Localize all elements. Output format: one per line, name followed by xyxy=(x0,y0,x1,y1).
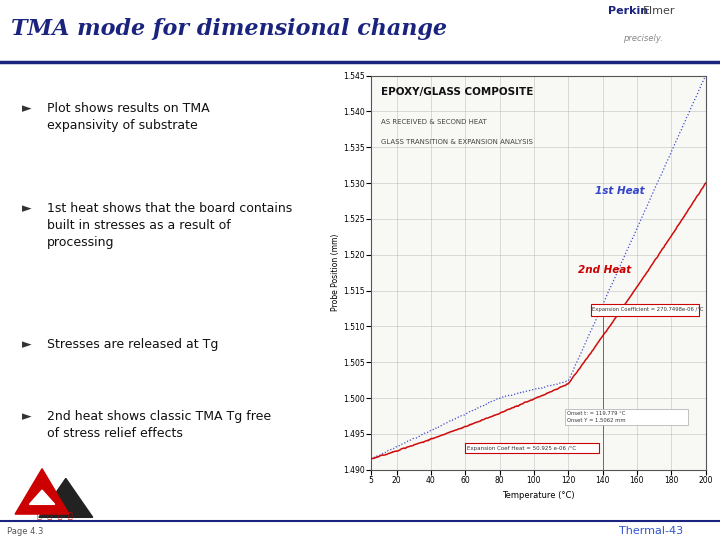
Text: 1st heat shows that the board contains
built in stresses as a result of
processi: 1st heat shows that the board contains b… xyxy=(47,202,292,249)
Text: 博  精  仪  器: 博 精 仪 器 xyxy=(37,511,73,521)
Text: ►: ► xyxy=(22,202,31,215)
Polygon shape xyxy=(30,490,55,504)
Text: Expansion Coefficient = 270.7498e-06 /°C: Expansion Coefficient = 270.7498e-06 /°C xyxy=(593,307,703,313)
Bar xyxy=(564,409,688,426)
Text: EPOXY/GLASS COMPOSITE: EPOXY/GLASS COMPOSITE xyxy=(381,87,534,97)
Text: TMA mode for dimensional change: TMA mode for dimensional change xyxy=(11,18,447,40)
Polygon shape xyxy=(15,469,69,514)
Text: Perkin: Perkin xyxy=(608,6,649,17)
Text: ►: ► xyxy=(22,338,31,351)
Text: Stresses are released at Tg: Stresses are released at Tg xyxy=(47,338,218,351)
Text: Thermal-43: Thermal-43 xyxy=(619,526,683,537)
Bar xyxy=(590,304,698,316)
Text: Expansion Coef Heat = 50.925 e-06 /°C: Expansion Coef Heat = 50.925 e-06 /°C xyxy=(467,446,576,451)
Text: 2nd Heat: 2nd Heat xyxy=(578,265,631,275)
Text: Page 4.3: Page 4.3 xyxy=(7,527,44,536)
X-axis label: Temperature (°C): Temperature (°C) xyxy=(502,491,575,500)
Polygon shape xyxy=(39,478,93,517)
Text: AS RECEIVED & SECOND HEAT: AS RECEIVED & SECOND HEAT xyxy=(381,119,487,125)
Text: 2nd heat shows classic TMA Tg free
of stress relief effects: 2nd heat shows classic TMA Tg free of st… xyxy=(47,410,271,440)
Text: Onset t: = 119.779 °C
Onset Y = 1.5062 mm: Onset t: = 119.779 °C Onset Y = 1.5062 m… xyxy=(567,411,625,423)
Bar xyxy=(465,443,599,453)
Y-axis label: Probe Position (mm): Probe Position (mm) xyxy=(331,234,340,312)
Text: Plot shows results on TMA
expansivity of substrate: Plot shows results on TMA expansivity of… xyxy=(47,102,210,132)
Text: Elmer: Elmer xyxy=(643,6,675,17)
Text: 1st Heat: 1st Heat xyxy=(595,186,644,196)
Text: GLASS TRANSITION & EXPANSION ANALYSIS: GLASS TRANSITION & EXPANSION ANALYSIS xyxy=(381,139,533,145)
Text: precisely.: precisely. xyxy=(623,33,662,43)
Text: ►: ► xyxy=(22,102,31,115)
Text: ►: ► xyxy=(22,410,31,423)
